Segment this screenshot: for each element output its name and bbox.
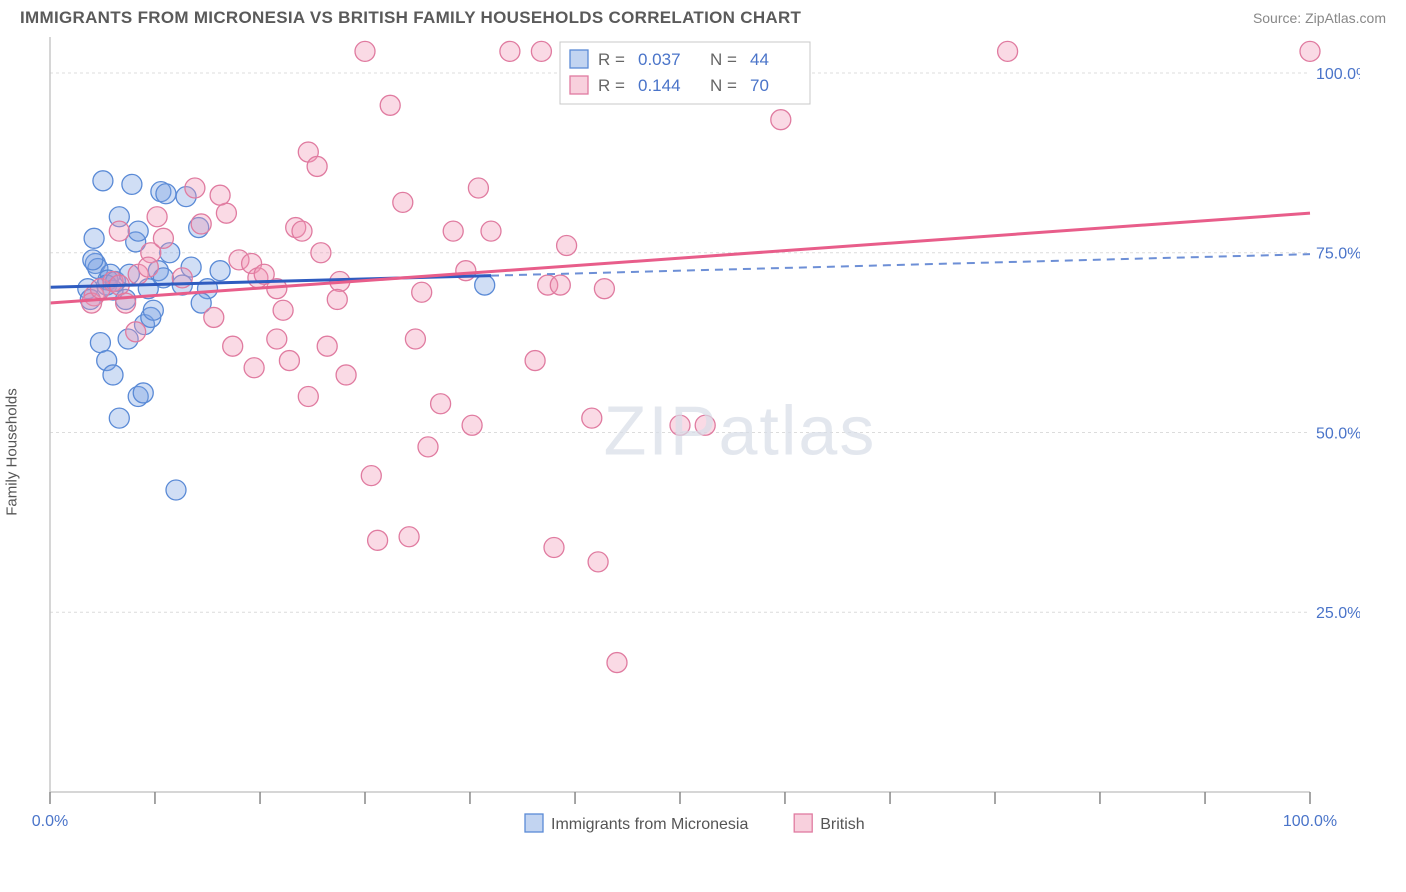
data-point: [393, 192, 413, 212]
data-point: [84, 228, 104, 248]
data-point: [279, 351, 299, 371]
data-point: [368, 530, 388, 550]
data-point: [143, 300, 163, 320]
data-point: [210, 185, 230, 205]
data-point: [210, 261, 230, 281]
y-tick-label: 25.0%: [1316, 605, 1360, 622]
data-point: [216, 203, 236, 223]
data-point: [431, 394, 451, 414]
data-point: [166, 480, 186, 500]
data-point: [147, 207, 167, 227]
data-point: [361, 466, 381, 486]
legend-n-label: N =: [710, 50, 737, 69]
legend-r-value: 0.037: [638, 50, 681, 69]
data-point: [468, 178, 488, 198]
data-point: [544, 538, 564, 558]
legend-series-label: British: [820, 816, 864, 833]
data-point: [412, 282, 432, 302]
data-point: [156, 184, 176, 204]
data-point: [317, 336, 337, 356]
data-point: [380, 95, 400, 115]
legend-swatch: [525, 814, 543, 832]
data-point: [311, 243, 331, 263]
data-point: [109, 408, 129, 428]
scatter-points: [78, 41, 1320, 672]
data-point: [83, 250, 103, 270]
data-point: [582, 408, 602, 428]
data-point: [481, 221, 501, 241]
legend-n-value: 44: [750, 50, 769, 69]
source-attribution: Source: ZipAtlas.com: [1253, 10, 1386, 26]
trend-line-blue-extrapolated: [491, 254, 1310, 275]
data-point: [399, 527, 419, 547]
data-point: [307, 156, 327, 176]
legend-swatch: [570, 50, 588, 68]
data-point: [588, 552, 608, 572]
y-tick-label: 50.0%: [1316, 425, 1360, 442]
data-point: [128, 221, 148, 241]
data-point: [327, 289, 347, 309]
data-point: [126, 322, 146, 342]
data-point: [998, 41, 1018, 61]
y-tick-label: 75.0%: [1316, 246, 1360, 263]
data-point: [267, 329, 287, 349]
data-point: [594, 279, 614, 299]
data-point: [185, 178, 205, 198]
data-point: [90, 333, 110, 353]
data-point: [550, 275, 570, 295]
data-point: [557, 236, 577, 256]
data-point: [443, 221, 463, 241]
data-point: [405, 329, 425, 349]
legend-swatch: [570, 76, 588, 94]
data-point: [109, 221, 129, 241]
x-tick-label: 0.0%: [32, 813, 68, 830]
data-point: [191, 214, 211, 234]
data-point: [298, 387, 318, 407]
data-point: [525, 351, 545, 371]
data-point: [138, 257, 158, 277]
y-axis-label: Family Households: [4, 388, 21, 516]
data-point: [475, 275, 495, 295]
legend-r-label: R =: [598, 50, 625, 69]
data-point: [93, 171, 113, 191]
y-tick-label: 100.0%: [1316, 66, 1360, 83]
data-point: [133, 383, 153, 403]
data-point: [244, 358, 264, 378]
legend-r-label: R =: [598, 76, 625, 95]
data-point: [153, 228, 173, 248]
watermark: ZIPatlas: [604, 392, 877, 470]
data-point: [462, 415, 482, 435]
legend-n-label: N =: [710, 76, 737, 95]
legend-series-label: Immigrants from Micronesia: [551, 816, 748, 833]
data-point: [418, 437, 438, 457]
correlation-scatter-chart: ZIPatlas 25.0% 50.0% 75.0% 100.0% 0.0% 100.0% R…: [20, 32, 1360, 872]
data-point: [607, 653, 627, 673]
x-tick-label: 100.0%: [1283, 813, 1337, 830]
data-point: [292, 221, 312, 241]
data-point: [531, 41, 551, 61]
legend-n-value: 70: [750, 76, 769, 95]
legend-swatch: [794, 814, 812, 832]
data-point: [223, 336, 243, 356]
data-point: [103, 365, 123, 385]
data-point: [355, 41, 375, 61]
chart-title: IMMIGRANTS FROM MICRONESIA VS BRITISH FA…: [20, 8, 801, 28]
data-point: [1300, 41, 1320, 61]
data-point: [771, 110, 791, 130]
data-point: [336, 365, 356, 385]
data-point: [500, 41, 520, 61]
data-point: [273, 300, 293, 320]
legend-r-value: 0.144: [638, 76, 681, 95]
data-point: [204, 307, 224, 327]
data-point: [122, 174, 142, 194]
